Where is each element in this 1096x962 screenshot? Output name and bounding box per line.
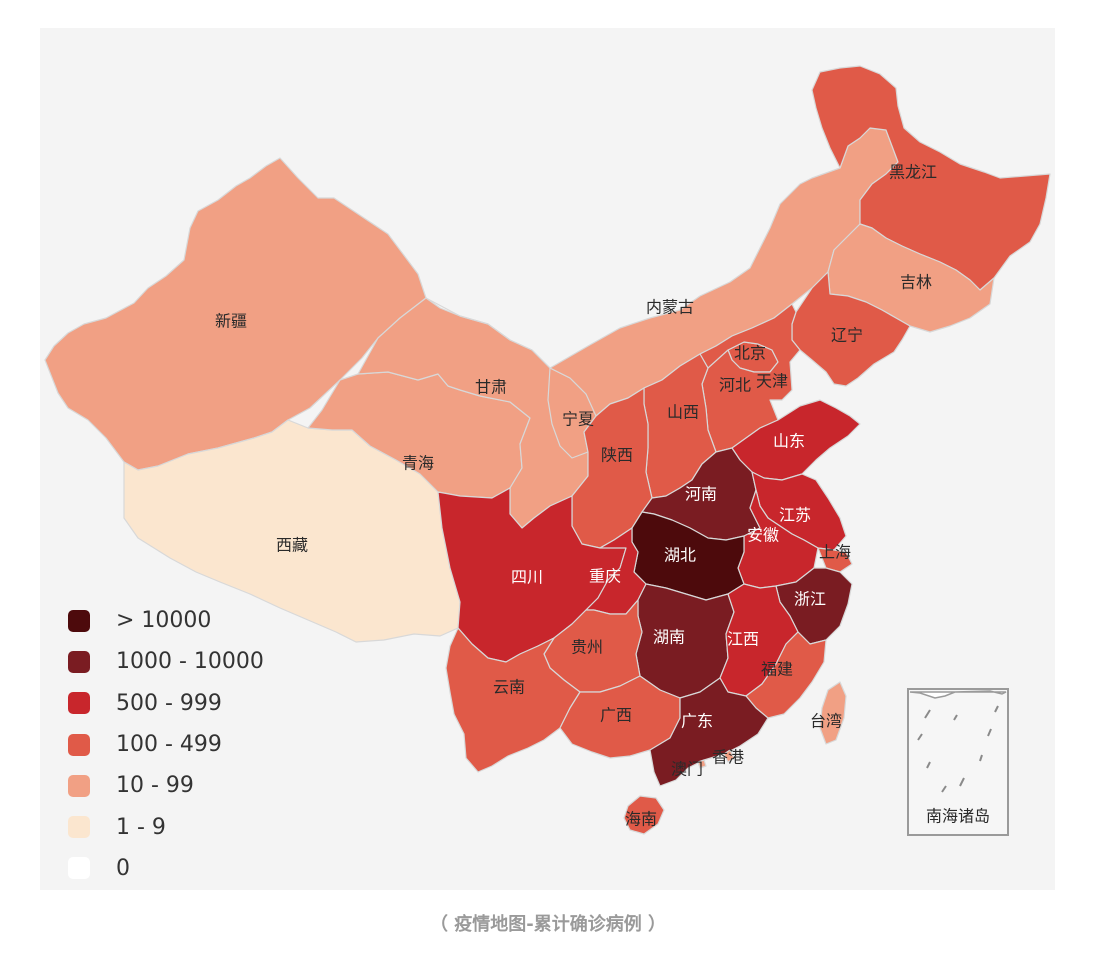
- legend-swatch: [68, 816, 90, 839]
- legend-swatch: [68, 609, 90, 632]
- legend-item: > 10000: [68, 600, 264, 641]
- province-label: 云南: [493, 678, 525, 697]
- province-label: 北京: [734, 344, 766, 363]
- legend-swatch: [68, 733, 90, 756]
- legend-label: 0: [116, 855, 130, 881]
- province-香港[interactable]: [723, 749, 735, 763]
- province-label: 四川: [511, 568, 543, 587]
- south-china-sea-inset: 南海诸岛: [907, 688, 1009, 836]
- province-label: 新疆: [215, 312, 247, 331]
- province-label: 浙江: [794, 590, 826, 609]
- province-label: 黑龙江: [889, 163, 937, 182]
- province-label: 河南: [685, 485, 717, 504]
- province-福建[interactable]: [745, 631, 827, 719]
- legend-item: 1 - 9: [68, 806, 264, 847]
- province-label: 江苏: [779, 506, 811, 525]
- province-label: 江西: [727, 630, 759, 649]
- province-台湾[interactable]: [819, 681, 847, 745]
- province-label: 宁夏: [562, 410, 594, 429]
- figure-caption: （ 疫情地图-累计确诊病例 ）: [429, 914, 666, 935]
- province-shapes: [44, 65, 1051, 835]
- legend-label: 1000 - 10000: [116, 649, 264, 675]
- province-label: 河北: [719, 376, 751, 395]
- legend-label: 500 - 999: [116, 690, 222, 716]
- province-label: 天津: [756, 372, 788, 391]
- province-label: 台湾: [810, 712, 842, 731]
- legend-swatch: [68, 692, 90, 715]
- province-澳门[interactable]: [697, 759, 707, 769]
- legend-label: 1 - 9: [116, 814, 166, 840]
- legend-label: 10 - 99: [116, 773, 194, 799]
- province-label: 广东: [681, 712, 713, 731]
- province-label: 青海: [402, 454, 434, 473]
- province-label: 内蒙古: [646, 298, 694, 317]
- province-label: 香港: [712, 748, 744, 767]
- map-panel: 新疆西藏 青海 甘肃宁夏 内蒙古 黑龙江吉林辽宁北京天津 河北山西陕西 山东河南江苏 安徽上海…: [40, 28, 1055, 890]
- inset-label: 南海诸岛: [926, 807, 990, 826]
- legend-label: 100 - 499: [116, 732, 222, 758]
- legend-label: > 10000: [116, 608, 212, 634]
- province-label: 山西: [667, 403, 699, 422]
- province-label: 山东: [773, 432, 805, 451]
- province-label: 上海: [819, 543, 851, 562]
- province-海南[interactable]: [623, 795, 665, 835]
- province-label: 澳门: [671, 760, 703, 779]
- province-label: 甘肃: [475, 378, 507, 397]
- province-label: 海南: [625, 810, 657, 829]
- legend-swatch: [68, 650, 90, 673]
- legend-item: 0: [68, 848, 264, 889]
- province-label: 广西: [600, 706, 632, 725]
- legend-swatch: [68, 774, 90, 797]
- province-label: 重庆: [589, 567, 621, 586]
- legend-swatch: [68, 857, 90, 880]
- province-label: 安徽: [747, 526, 779, 545]
- legend: > 10000 1000 - 10000 500 - 999 100 - 499 10 …: [68, 600, 264, 889]
- province-label: 福建: [761, 660, 793, 679]
- legend-item: 10 - 99: [68, 765, 264, 806]
- province-label: 湖北: [664, 546, 696, 565]
- legend-item: 1000 - 10000: [68, 641, 264, 682]
- province-label: 辽宁: [831, 326, 863, 345]
- province-label: 贵州: [571, 638, 603, 657]
- legend-item: 100 - 499: [68, 724, 264, 765]
- legend-item: 500 - 999: [68, 683, 264, 724]
- province-label: 吉林: [900, 273, 932, 292]
- province-label: 湖南: [653, 628, 685, 647]
- province-label: 西藏: [276, 536, 308, 555]
- province-label: 陕西: [601, 446, 633, 465]
